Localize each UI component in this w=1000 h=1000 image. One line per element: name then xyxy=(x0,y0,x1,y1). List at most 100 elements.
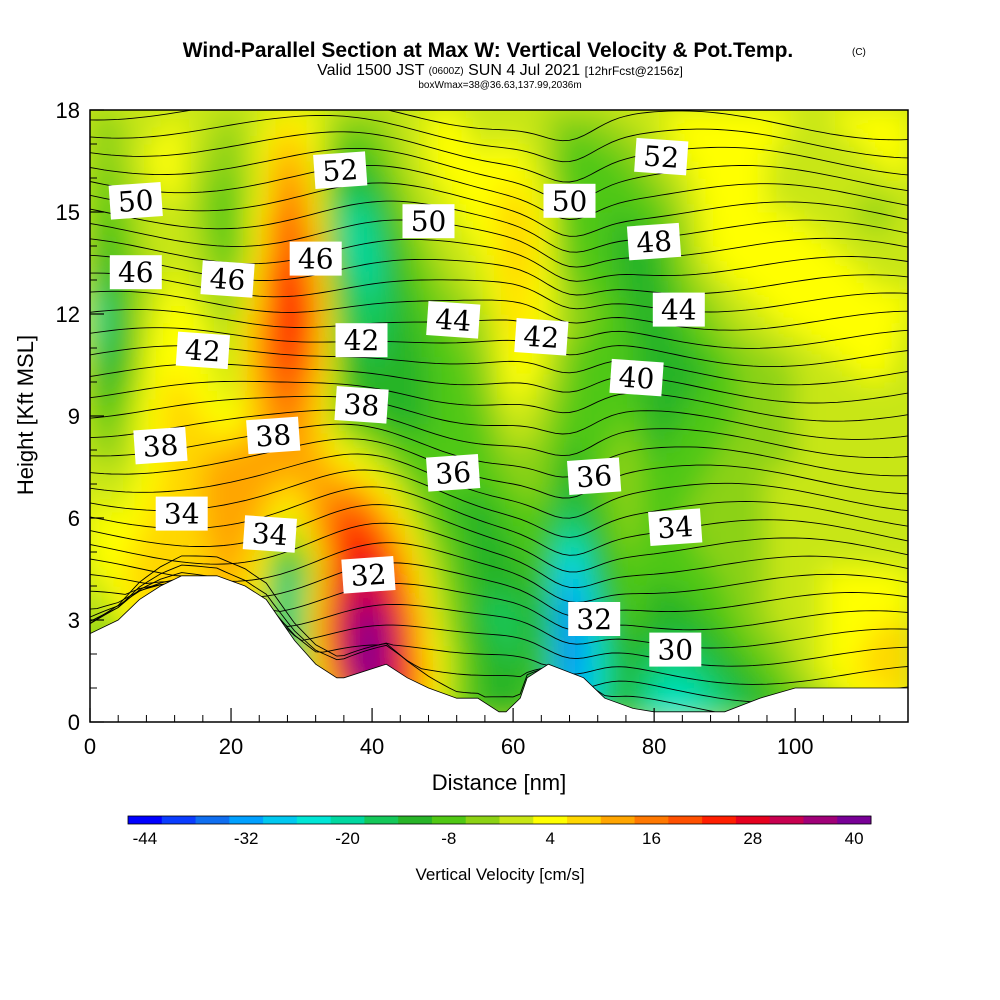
velocity-cell xyxy=(357,135,366,145)
velocity-cell xyxy=(541,110,549,120)
velocity-cell xyxy=(139,348,148,358)
velocity-cell xyxy=(513,433,521,443)
velocity-cell xyxy=(428,263,437,273)
velocity-cell xyxy=(223,416,232,426)
velocity-cell xyxy=(280,365,289,375)
velocity-cell xyxy=(400,254,408,264)
velocity-cell xyxy=(188,254,197,264)
velocity-cell xyxy=(132,246,140,256)
velocity-cell xyxy=(308,560,317,570)
velocity-cell xyxy=(400,501,408,511)
velocity-cell xyxy=(428,339,437,349)
velocity-cell xyxy=(238,161,246,171)
velocity-cell xyxy=(379,288,387,298)
velocity-cell xyxy=(372,467,380,477)
velocity-cell xyxy=(379,229,387,239)
velocity-cell xyxy=(216,203,225,213)
velocity-cell xyxy=(223,186,232,196)
velocity-cell xyxy=(266,229,274,239)
velocity-cell xyxy=(139,237,148,247)
velocity-cell xyxy=(146,135,155,145)
velocity-cell xyxy=(174,288,183,298)
velocity-cell xyxy=(216,450,225,460)
velocity-cell xyxy=(520,356,528,366)
velocity-cell xyxy=(477,484,486,494)
velocity-cell xyxy=(407,560,415,570)
velocity-cell xyxy=(414,382,423,392)
velocity-cell xyxy=(294,552,303,562)
velocity-cell xyxy=(407,552,415,562)
velocity-cell xyxy=(463,365,472,375)
velocity-cell xyxy=(301,399,310,409)
velocity-cell xyxy=(569,135,578,145)
velocity-cell xyxy=(195,441,204,451)
velocity-cell xyxy=(407,263,415,273)
velocity-cell xyxy=(202,458,211,468)
velocity-cell xyxy=(393,662,401,672)
velocity-cell xyxy=(520,501,528,511)
velocity-cell xyxy=(111,322,119,332)
velocity-cell xyxy=(343,305,352,315)
velocity-cell xyxy=(569,416,578,426)
velocity-cell xyxy=(202,526,211,536)
velocity-cell xyxy=(174,552,183,562)
velocity-cell xyxy=(294,348,303,358)
velocity-cell xyxy=(491,628,500,638)
velocity-cell xyxy=(541,288,549,298)
velocity-cell xyxy=(484,628,493,638)
velocity-cell xyxy=(491,433,500,443)
velocity-cell xyxy=(541,569,549,579)
velocity-cell xyxy=(491,424,500,434)
velocity-cell xyxy=(97,441,105,451)
velocity-cell xyxy=(350,195,359,205)
velocity-cell xyxy=(477,518,486,528)
velocity-cell xyxy=(104,195,112,205)
velocity-cell xyxy=(118,382,126,392)
velocity-cell xyxy=(308,178,317,188)
velocity-cell xyxy=(379,594,387,604)
velocity-cell xyxy=(484,552,493,562)
velocity-cell xyxy=(167,118,176,128)
velocity-cell xyxy=(491,390,500,400)
velocity-cell xyxy=(372,169,380,179)
velocity-cell xyxy=(527,611,535,621)
velocity-cell xyxy=(294,365,303,375)
velocity-cell xyxy=(111,178,119,188)
velocity-cell xyxy=(315,637,324,647)
velocity-cell xyxy=(393,348,401,358)
velocity-cell xyxy=(569,314,578,324)
velocity-cell xyxy=(259,492,267,502)
velocity-cell xyxy=(562,509,571,519)
velocity-cell xyxy=(350,475,359,485)
velocity-cell xyxy=(555,365,564,375)
velocity-cell xyxy=(484,467,493,477)
velocity-cell xyxy=(421,637,430,647)
velocity-cell xyxy=(520,195,528,205)
velocity-cell xyxy=(167,322,176,332)
velocity-cell xyxy=(534,407,542,417)
velocity-cell xyxy=(329,569,338,579)
velocity-cell xyxy=(90,577,98,587)
velocity-cell xyxy=(259,560,267,570)
velocity-cell xyxy=(428,637,437,647)
velocity-cell xyxy=(491,526,500,536)
velocity-cell xyxy=(379,305,387,315)
velocity-cell xyxy=(569,433,578,443)
velocity-cell xyxy=(181,322,190,332)
velocity-cell xyxy=(513,662,521,672)
velocity-cell xyxy=(435,501,444,511)
velocity-cell xyxy=(527,450,535,460)
velocity-cell xyxy=(181,458,190,468)
velocity-cell xyxy=(238,110,246,120)
velocity-cell xyxy=(477,424,486,434)
velocity-cell xyxy=(322,662,331,672)
velocity-cell xyxy=(104,365,112,375)
velocity-cell xyxy=(195,135,204,145)
velocity-cell xyxy=(266,382,274,392)
velocity-cell xyxy=(245,254,253,264)
velocity-cell xyxy=(386,212,394,222)
velocity-cell xyxy=(484,382,493,392)
velocity-cell xyxy=(365,212,373,222)
velocity-cell xyxy=(428,560,437,570)
velocity-cell xyxy=(322,594,331,604)
